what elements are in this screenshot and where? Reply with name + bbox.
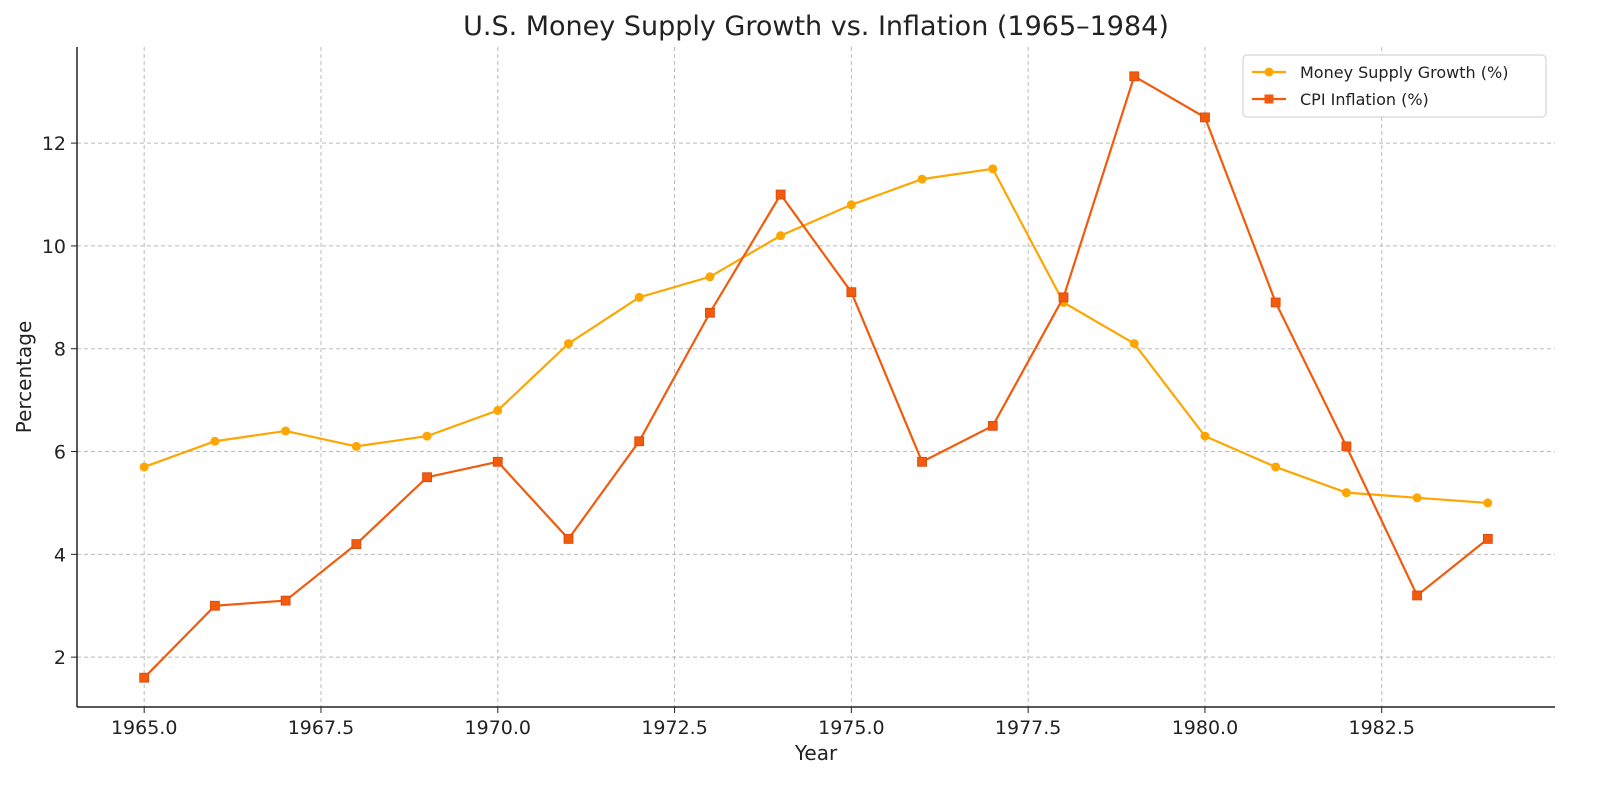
- y-tick-label: 10: [42, 236, 66, 258]
- data-point: [1270, 297, 1281, 308]
- data-point: [1200, 431, 1210, 441]
- data-point: [492, 456, 503, 467]
- data-point: [563, 534, 574, 544]
- x-tick-label: 1970.0: [465, 717, 531, 739]
- series-line-money-supply: [143, 167, 1488, 505]
- data-point: [987, 420, 998, 431]
- y-axis-label: Percentage: [12, 321, 36, 434]
- data-point: [1482, 534, 1493, 544]
- data-point: [1271, 462, 1281, 472]
- data-point: [1483, 498, 1493, 508]
- data-point: [1341, 441, 1352, 452]
- data-point: [493, 405, 503, 415]
- x-tick-label: 1980.0: [1172, 717, 1238, 739]
- data-point: [1341, 488, 1351, 498]
- data-point: [634, 436, 645, 447]
- data-point: [1058, 292, 1069, 303]
- x-tick-label: 1975.0: [818, 717, 884, 739]
- data-point: [917, 174, 927, 184]
- data-point: [351, 441, 361, 451]
- legend: Money Supply Growth (%) CPI Inflation (%): [1242, 54, 1547, 118]
- data-point: [846, 287, 857, 298]
- legend-label: Money Supply Growth (%): [1300, 63, 1508, 82]
- x-tick-label: 1982.5: [1348, 717, 1414, 739]
- data-point: [139, 672, 150, 683]
- data-point: [281, 426, 291, 436]
- series-line-cpi-inflation: [143, 74, 1489, 679]
- y-tick-label: 6: [54, 442, 66, 464]
- legend-label: CPI Inflation (%): [1300, 90, 1429, 109]
- data-point: [422, 472, 432, 483]
- data-point: [280, 595, 291, 606]
- y-tick-label: 4: [54, 544, 66, 566]
- y-tick-label: 8: [54, 339, 66, 361]
- legend-marker: [1264, 94, 1274, 104]
- data-point: [988, 164, 998, 174]
- data-point: [209, 600, 220, 611]
- data-point: [775, 189, 786, 200]
- data-point: [776, 231, 786, 241]
- data-point: [1200, 112, 1210, 123]
- data-point: [634, 292, 644, 302]
- data-point: [563, 339, 573, 349]
- x-tick-label: 1972.5: [641, 717, 707, 739]
- data-point: [705, 307, 715, 318]
- y-tick-label: 12: [42, 133, 66, 155]
- x-tick-label: 1967.5: [288, 717, 354, 739]
- data-point: [1412, 493, 1422, 503]
- x-axis-label: Year: [794, 741, 838, 765]
- chart-title: U.S. Money Supply Growth vs. Inflation (…: [463, 11, 1169, 42]
- legend-box: [1242, 54, 1547, 118]
- data-point: [917, 456, 927, 467]
- data-point: [705, 272, 715, 282]
- data-point: [351, 539, 362, 549]
- data-point: [210, 436, 220, 446]
- data-point: [1129, 339, 1139, 349]
- data-point: [846, 200, 856, 210]
- data-point: [139, 462, 149, 472]
- y-tick-label: 2: [54, 647, 66, 669]
- x-tick-label: 1977.5: [995, 717, 1061, 739]
- x-tick-label: 1965.0: [111, 717, 177, 739]
- data-point: [1129, 71, 1140, 82]
- data-point: [1412, 590, 1423, 601]
- data-point: [422, 431, 432, 441]
- legend-marker: [1264, 67, 1274, 77]
